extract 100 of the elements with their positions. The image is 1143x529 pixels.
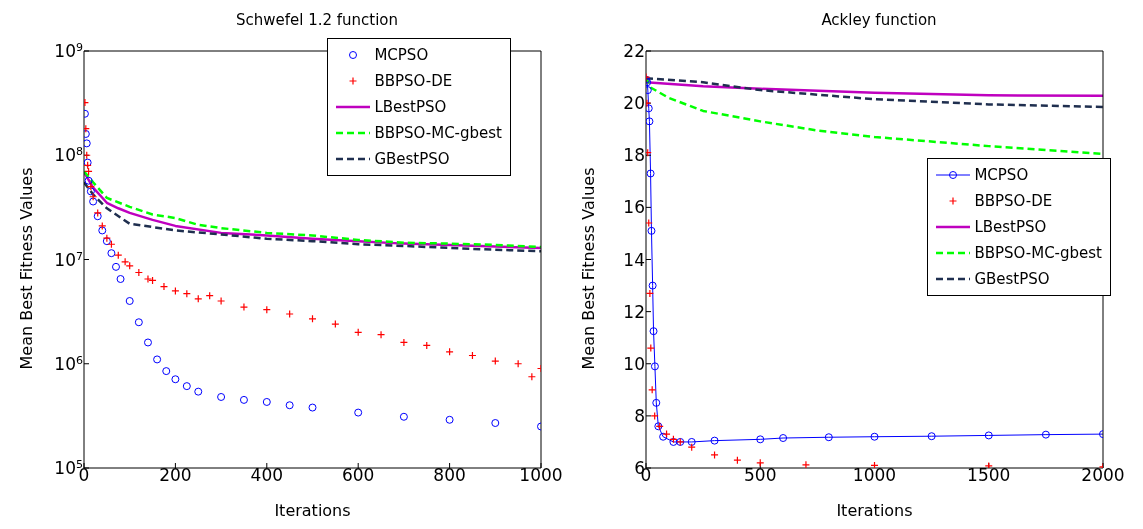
point	[308, 403, 317, 412]
y-tick-label: 10$^{6}$	[54, 353, 83, 374]
point	[1041, 430, 1050, 439]
point	[650, 362, 659, 371]
point	[399, 412, 408, 421]
point	[984, 431, 993, 440]
point	[125, 296, 134, 305]
point	[652, 398, 661, 407]
point	[331, 320, 340, 329]
point	[93, 208, 102, 217]
x-tick-label: 500	[744, 465, 777, 485]
point	[153, 355, 162, 364]
point	[84, 139, 91, 148]
chart-title: Schwefel 1.2 function	[234, 10, 400, 31]
point	[159, 282, 169, 291]
legend-label: BBPSO-DE	[974, 192, 1053, 210]
x-tick-label: 200	[159, 465, 192, 485]
point	[86, 187, 95, 196]
x-tick-label: 800	[433, 465, 466, 485]
point	[824, 433, 833, 442]
y-tick-label: 22	[623, 41, 645, 61]
point	[646, 344, 655, 353]
point	[647, 226, 656, 235]
point	[870, 432, 879, 441]
y-tick-label: 10$^{9}$	[54, 40, 83, 61]
point	[646, 289, 654, 298]
point	[116, 275, 125, 283]
y-tick-label: 10$^{8}$	[54, 144, 83, 166]
legend-label: BBPSO-MC-gbest	[374, 124, 502, 142]
y-axis-title: Mean Best Fitness Values	[578, 167, 598, 370]
point	[649, 327, 658, 336]
point	[98, 226, 107, 235]
point	[86, 182, 95, 191]
point	[285, 309, 294, 319]
point	[646, 117, 654, 126]
line-series	[646, 77, 1103, 109]
point	[646, 104, 653, 113]
point	[650, 411, 659, 420]
x-tick-label: 1000	[519, 465, 563, 485]
point	[399, 338, 408, 347]
point	[107, 249, 116, 258]
point	[111, 262, 120, 271]
point	[354, 408, 363, 417]
point	[143, 338, 152, 347]
point	[779, 434, 788, 443]
y-tick-label: 14	[623, 249, 645, 270]
legend-label: MCPSO	[974, 166, 1029, 184]
x-axis-title: Iterations	[836, 501, 913, 520]
legend-label: GBestPSO	[974, 270, 1050, 288]
y-tick-label: 18	[623, 145, 645, 166]
point	[710, 450, 719, 460]
x-tick-label: 2000	[1081, 465, 1125, 485]
point	[121, 257, 130, 266]
point	[756, 435, 765, 444]
legend-label: GBestPSO	[374, 150, 450, 168]
point	[171, 375, 180, 384]
point	[801, 460, 811, 468]
y-tick-label: 12	[623, 301, 645, 322]
x-tick-label: 600	[341, 465, 375, 485]
point	[239, 302, 249, 312]
point	[285, 401, 294, 410]
point	[710, 436, 719, 445]
point	[239, 395, 248, 404]
legend-label: LBestPSO	[974, 218, 1047, 236]
point	[217, 296, 226, 306]
x-axis-title: Iterations	[274, 501, 351, 520]
y-tick-label: 10$^{7}$	[54, 249, 83, 270]
point	[217, 392, 226, 401]
y-tick-label: 8	[634, 405, 645, 426]
point	[527, 372, 536, 381]
point	[143, 274, 153, 284]
point	[491, 357, 500, 366]
y-tick-label: 10	[623, 353, 645, 374]
x-tick-label: 1500	[967, 465, 1011, 485]
y-axis-title: Mean Best Fitness Values	[16, 167, 36, 370]
point	[98, 221, 107, 231]
point	[648, 281, 657, 290]
point	[162, 367, 171, 376]
point	[262, 397, 271, 406]
point	[984, 461, 993, 468]
point	[445, 415, 454, 424]
point	[89, 197, 98, 206]
point	[182, 382, 191, 391]
legend-label: BBPSO-MC-gbest	[974, 244, 1102, 262]
point	[445, 347, 454, 356]
y-tick-label: 20	[623, 93, 645, 114]
point	[194, 387, 203, 396]
point	[376, 330, 386, 339]
point	[491, 419, 500, 428]
point	[134, 318, 143, 327]
point	[646, 218, 653, 228]
point	[84, 176, 93, 185]
point	[171, 286, 180, 295]
point	[646, 169, 655, 178]
legend-label: LBestPSO	[374, 98, 447, 116]
point	[927, 432, 936, 441]
point	[687, 437, 696, 446]
legend-label: MCPSO	[374, 46, 429, 64]
point	[89, 192, 98, 201]
x-tick-label: 1000	[852, 465, 897, 485]
